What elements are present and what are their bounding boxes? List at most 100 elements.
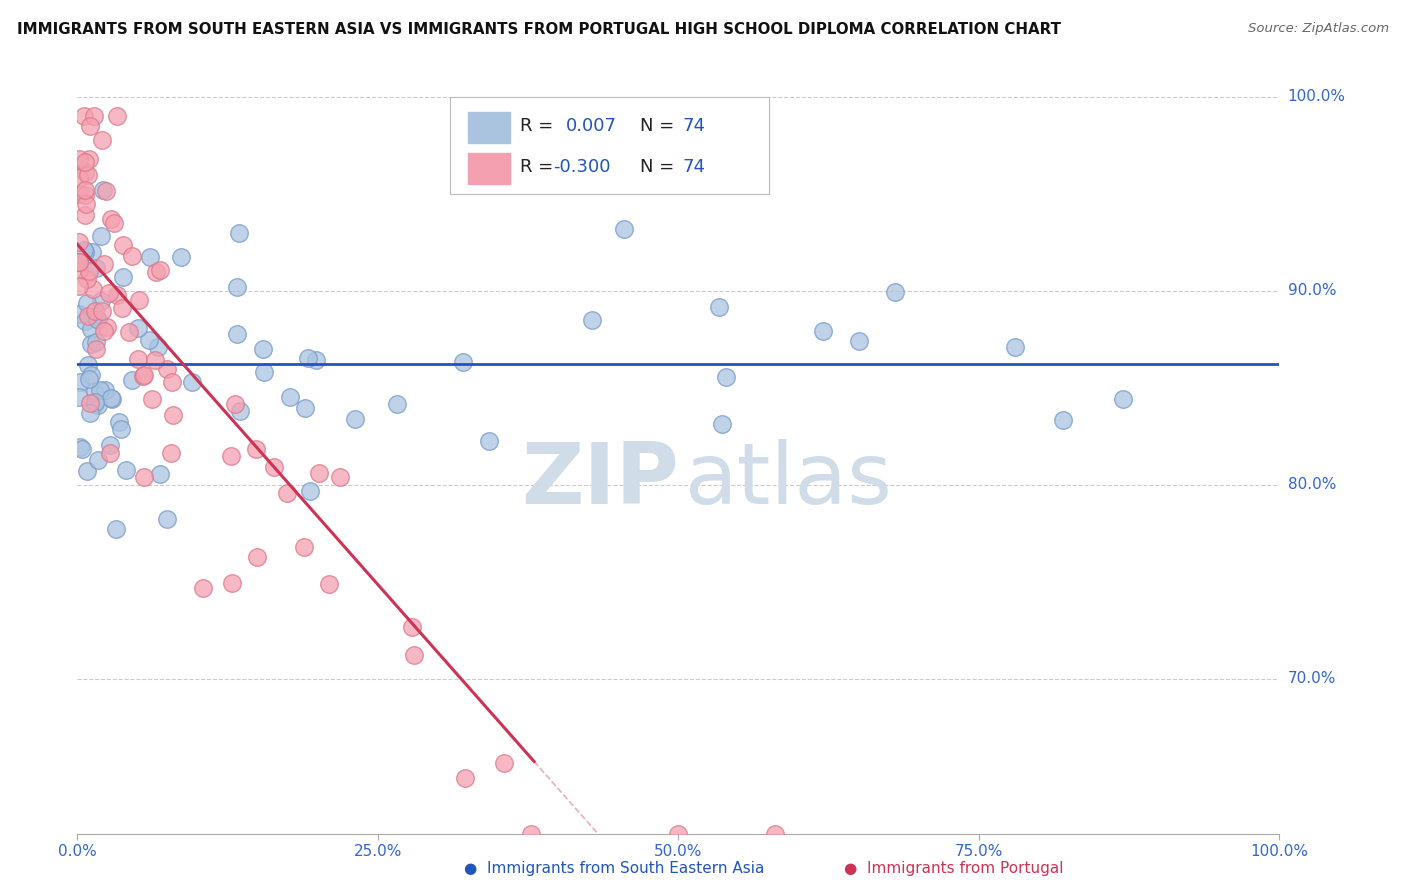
Point [134,368,156,383]
Point [132,369,155,384]
Point [668,827,690,841]
Text: N =: N = [640,158,681,176]
Point [1004,340,1026,354]
Point [246,549,269,564]
Point [76,296,98,310]
Point [84,342,107,356]
Point [90,228,112,243]
Text: 100.0%: 100.0% [1288,89,1346,104]
Point [105,288,128,302]
Point [143,353,166,368]
Point [67,152,90,166]
Point [145,265,167,279]
Text: 90.0%: 90.0% [1288,284,1336,298]
Point [519,827,541,841]
Point [118,325,141,339]
Point [79,406,101,420]
Point [83,397,105,411]
Point [162,375,184,389]
Point [97,286,120,301]
Text: 74: 74 [682,117,704,136]
Point [75,197,97,211]
Text: -0.300: -0.300 [554,158,610,176]
Point [75,187,97,202]
Point [276,486,298,500]
Text: 0.007: 0.007 [565,117,616,136]
Point [278,390,301,404]
Point [86,312,108,326]
Point [108,415,131,429]
Point [454,771,477,785]
Point [181,375,204,389]
Point [67,235,90,250]
Point [149,467,172,482]
Point [82,282,104,296]
Point [76,272,98,286]
Point [224,397,246,411]
Point [138,250,160,264]
Point [90,294,112,309]
Point [67,254,90,268]
Point [73,243,96,257]
Text: atlas: atlas [685,440,893,523]
Point [67,171,90,186]
Text: N =: N = [640,117,681,136]
Point [252,364,274,378]
Point [219,449,242,463]
Point [103,216,125,230]
Point [104,522,127,536]
Point [127,321,149,335]
Point [83,109,105,123]
Point [73,244,96,259]
Point [73,164,96,178]
Point [80,322,103,336]
Point [76,309,98,323]
Point [245,442,267,456]
Point [385,397,408,411]
Point [401,620,423,634]
Point [77,263,100,277]
Text: 70.0%: 70.0% [1288,672,1336,686]
Point [329,470,352,484]
Point [318,577,340,591]
Point [67,307,90,321]
Text: 80.0%: 80.0% [1288,477,1336,492]
Point [91,134,114,148]
Point [84,395,107,409]
Point [73,183,96,197]
Point [93,324,115,338]
Point [156,511,179,525]
Point [138,333,160,347]
Text: ●  Immigrants from South Eastern Asia: ● Immigrants from South Eastern Asia [464,861,765,876]
Point [112,238,135,252]
Point [1112,392,1135,406]
Point [98,437,121,451]
Point [252,342,274,356]
FancyBboxPatch shape [468,112,510,144]
Point [170,251,193,265]
Point [73,109,96,123]
Point [77,152,100,166]
Text: 74: 74 [682,158,704,176]
Point [225,326,247,341]
Point [811,324,834,338]
Point [79,119,101,133]
Point [76,168,98,182]
Point [80,336,103,351]
Point [155,362,177,376]
Point [127,352,149,367]
Point [76,465,98,479]
Point [128,293,150,308]
Point [83,304,105,318]
Point [297,351,319,366]
Point [67,186,90,201]
Point [763,827,786,841]
Point [221,576,243,591]
Point [84,261,107,276]
FancyBboxPatch shape [450,96,769,194]
Point [111,269,134,284]
Point [711,417,734,431]
Point [613,222,636,236]
Point [292,540,315,554]
Point [581,313,603,327]
